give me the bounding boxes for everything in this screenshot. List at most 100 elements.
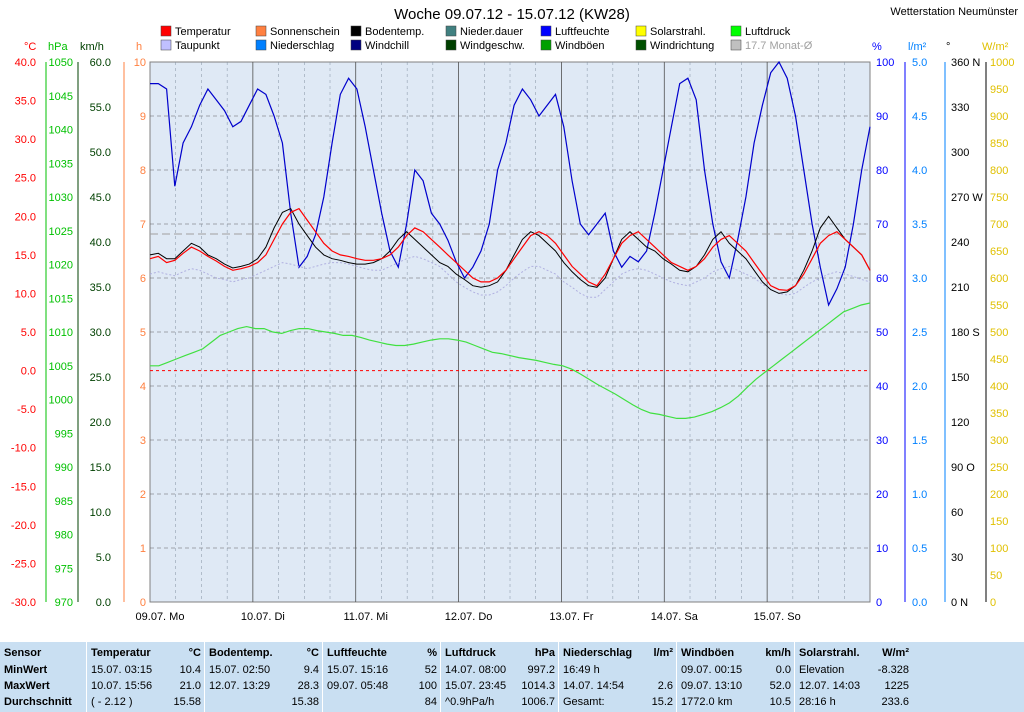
pressure-tick: 1035 — [49, 158, 73, 170]
stats-unit: % — [427, 647, 437, 659]
stats-row-value: 1006.7 — [521, 696, 555, 708]
sun-tick: 3 — [140, 435, 146, 447]
sun-tick: 8 — [140, 165, 146, 177]
stats-row-label: 16:49 h — [563, 664, 600, 676]
solar-tick: 500 — [990, 327, 1008, 339]
humidity-tick: 30 — [876, 435, 888, 447]
stats-row-label: 1772.0 km — [681, 696, 733, 708]
stats-unit: °C — [306, 647, 319, 659]
temp-tick: -25.0 — [11, 558, 36, 570]
humidity-tick: 80 — [876, 165, 888, 177]
stats-header: Solarstrahl. W/m² — [799, 647, 909, 663]
stats-row-label: 28:16 h — [799, 696, 836, 708]
rain-tick: 3.5 — [912, 219, 927, 231]
humidity-tick: 90 — [876, 111, 888, 123]
stats-row-value: 9.4 — [303, 664, 319, 676]
stats-row-value: 15.38 — [291, 696, 319, 708]
rain-tick: 5.0 — [912, 57, 927, 69]
series-soil-temp — [149, 207, 871, 294]
legend-label: Luftfeuchte — [555, 26, 609, 38]
stats-panel: Sensor MinWert MaxWert Durchschnitt Temperat… — [0, 642, 1024, 712]
stats-row: ( - 2.12 ) 15.58 — [91, 696, 201, 712]
legend-swatch — [255, 25, 267, 37]
stats-row-label: 15.07. 23:45 — [445, 680, 507, 692]
humidity-tick: 10 — [876, 543, 888, 555]
pressure-tick: 1020 — [49, 260, 73, 272]
wind-tick: 50.0 — [90, 147, 111, 159]
pressure-tick: 1045 — [49, 91, 73, 103]
solar-tick: 350 — [990, 408, 1008, 420]
stats-row: 09.07. 13:10 52.0 — [681, 680, 791, 696]
pressure-tick: 1015 — [49, 293, 73, 305]
wind-tick: 20.0 — [90, 417, 111, 429]
stats-row: 12.07. 14:03 1225 — [799, 680, 909, 696]
direction-tick: 300 — [951, 147, 969, 159]
stats-row-value: 84 — [424, 696, 437, 708]
solar-tick: 50 — [990, 570, 1002, 582]
pressure-tick: 1005 — [49, 361, 73, 373]
stats-row: 14.07. 14:54 2.6 — [563, 680, 673, 696]
stats-row-label: Elevation — [799, 664, 845, 676]
stats-row: 28:16 h 233.6 — [799, 696, 909, 712]
stats-row: 14.07. 08:00 997.2 — [445, 664, 555, 680]
pressure-tick: 1010 — [49, 327, 73, 339]
sun-tick: 2 — [140, 489, 146, 501]
solar-tick: 650 — [990, 246, 1008, 258]
stats-header: Niederschlag l/m² — [563, 647, 673, 663]
stats-header: Bodentemp. °C — [209, 647, 319, 663]
stats-row-label: 14.07. 14:54 — [563, 680, 625, 692]
stats-row: 12.07. 13:29 28.3 — [209, 680, 319, 696]
solar-unit: W/m² — [982, 41, 1009, 53]
solar-tick: 400 — [990, 381, 1008, 393]
stats-title: Luftfeuchte — [327, 647, 387, 659]
stats-row-label: 09.07. 05:48 — [327, 680, 389, 692]
x-tick-label: 12.07. Do — [445, 611, 493, 623]
legend-label: Niederschlag — [270, 40, 334, 52]
x-tick-label: 15.07. So — [754, 611, 801, 623]
x-tick-label: 10.07. Di — [241, 611, 285, 623]
legend-label: Windrichtung — [650, 40, 714, 52]
stats-row: MinWert — [4, 664, 82, 680]
solar-tick: 450 — [990, 354, 1008, 366]
stats-row-label: MinWert — [4, 664, 48, 676]
stats-row-label: 12.07. 13:29 — [209, 680, 271, 692]
solar-tick: 600 — [990, 273, 1008, 285]
stats-row-value: 0.0 — [775, 664, 791, 676]
humidity-tick: 70 — [876, 219, 888, 231]
direction-unit: ° — [946, 41, 950, 53]
stats-row-label: 14.07. 08:00 — [445, 664, 507, 676]
humidity-tick: 100 — [876, 57, 894, 69]
pressure-tick: 1050 — [49, 57, 73, 69]
wind-tick: 40.0 — [90, 237, 111, 249]
wind-tick: 5.0 — [96, 552, 111, 564]
solar-tick: 750 — [990, 192, 1008, 204]
sun-tick: 5 — [140, 327, 146, 339]
wind-tick: 35.0 — [90, 282, 111, 294]
sun-tick: 1 — [140, 543, 146, 555]
legend-label: Bodentemp. — [365, 26, 424, 38]
direction-tick: 360 N — [951, 57, 980, 69]
stats-row: 15.07. 23:45 1014.3 — [445, 680, 555, 696]
solar-tick: 950 — [990, 84, 1008, 96]
solar-tick: 100 — [990, 543, 1008, 555]
stats-row-label: 09.07. 00:15 — [681, 664, 743, 676]
temp-tick: -10.0 — [11, 443, 36, 455]
stats-row-value: 233.6 — [881, 696, 909, 708]
pressure-tick: 1025 — [49, 226, 73, 238]
stats-row-label: 15.07. 03:15 — [91, 664, 153, 676]
sun-tick: 10 — [134, 57, 146, 69]
temp-tick: -5.0 — [17, 404, 36, 416]
stats-row: Gesamt: 15.2 — [563, 696, 673, 712]
temp-tick: -20.0 — [11, 520, 36, 532]
stats-column: Bodentemp. °C 15.07. 02:50 9.4 12.07. 13:29 2… — [204, 642, 323, 712]
legend-label: Sonnenschein — [270, 26, 340, 38]
legend-label: Temperatur — [175, 26, 231, 38]
legend-swatch — [350, 39, 362, 51]
stats-row: 16:49 h — [563, 664, 673, 680]
direction-tick: 180 S — [951, 327, 980, 339]
legend-swatch — [540, 25, 552, 37]
stats-title: Windböen — [681, 647, 735, 659]
pressure-tick: 995 — [55, 428, 73, 440]
stats-row: 15.38 — [209, 696, 319, 712]
stats-row-label: Gesamt: — [563, 696, 605, 708]
